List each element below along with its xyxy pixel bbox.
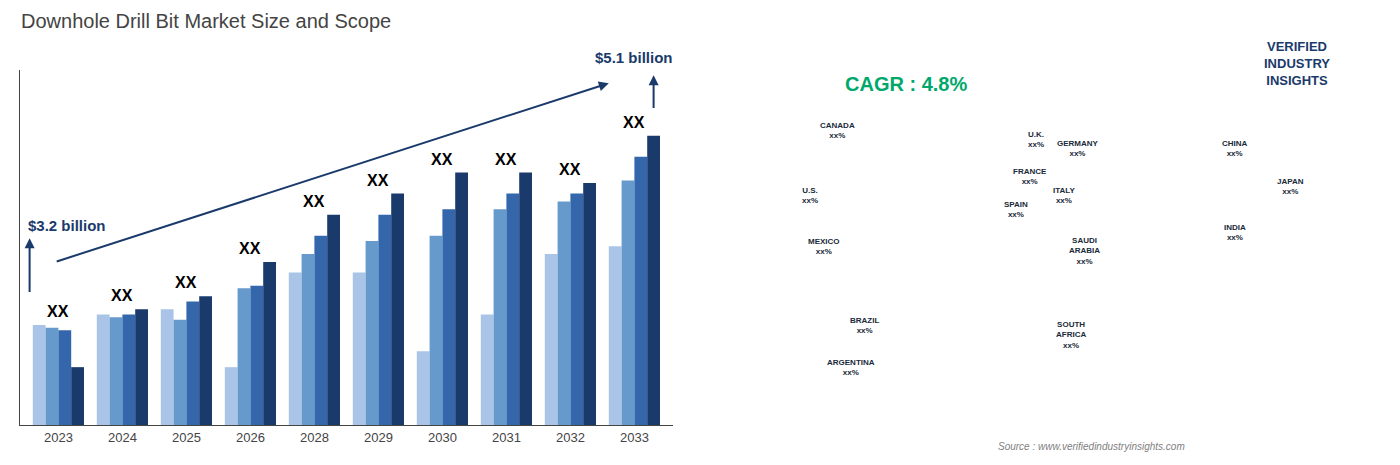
svg-text:SAUDIARABIAxx%: SAUDIARABIAxx% [1069,236,1100,266]
svg-text:2033: 2033 [620,430,649,445]
svg-text:$5.1 billion: $5.1 billion [595,49,673,66]
svg-text:JAPANxx%: JAPANxx% [1277,177,1304,196]
svg-text:2026: 2026 [236,430,265,445]
svg-text:2029: 2029 [364,430,393,445]
svg-text:2031: 2031 [492,430,521,445]
svg-text:2028: 2028 [300,430,329,445]
svg-text:BRAZILxx%: BRAZILxx% [850,316,879,335]
svg-text:VERIFIEDINDUSTRYINSIGHTS: VERIFIEDINDUSTRYINSIGHTS [1264,39,1330,88]
svg-text:2023: 2023 [44,430,73,445]
svg-text:SPAINxx%: SPAINxx% [1004,200,1028,219]
svg-text:XX: XX [111,287,133,304]
svg-text:2024: 2024 [108,430,137,445]
svg-text:XX: XX [303,193,325,210]
svg-text:FRANCExx%: FRANCExx% [1013,167,1047,186]
svg-text:$3.2 billion: $3.2 billion [28,217,106,234]
svg-text:Downhole Drill Bit Market Size: Downhole Drill Bit Market Size and Scope [21,10,391,32]
svg-text:2025: 2025 [172,430,201,445]
svg-text:SOUTHAFRICAxx%: SOUTHAFRICAxx% [1056,320,1086,350]
svg-text:Source : www.verifiedindustryi: Source : www.verifiedindustryinsights.co… [998,441,1185,452]
svg-text:XX: XX [431,151,453,168]
svg-text:XX: XX [47,303,69,320]
svg-text:GERMANYxx%: GERMANYxx% [1057,139,1099,158]
svg-text:2032: 2032 [556,430,585,445]
svg-text:XX: XX [239,240,261,257]
svg-text:2030: 2030 [428,430,457,445]
svg-text:XX: XX [495,151,517,168]
svg-text:ARGENTINAxx%: ARGENTINAxx% [827,358,875,377]
svg-text:CAGR : 4.8%: CAGR : 4.8% [845,73,967,95]
svg-text:CANADAxx%: CANADAxx% [820,121,855,140]
svg-text:XX: XX [559,161,581,178]
svg-text:U.S.xx%: U.S.xx% [802,186,818,205]
svg-text:MEXICOxx%: MEXICOxx% [808,237,840,256]
svg-text:XX: XX [367,172,389,189]
svg-text:U.K.xx%: U.K.xx% [1028,130,1044,149]
svg-text:ITALYxx%: ITALYxx% [1053,186,1075,205]
svg-text:XX: XX [175,274,197,291]
svg-text:XX: XX [623,114,645,131]
svg-text:CHINAxx%: CHINAxx% [1222,139,1248,158]
svg-text:INDIAxx%: INDIAxx% [1224,223,1246,242]
